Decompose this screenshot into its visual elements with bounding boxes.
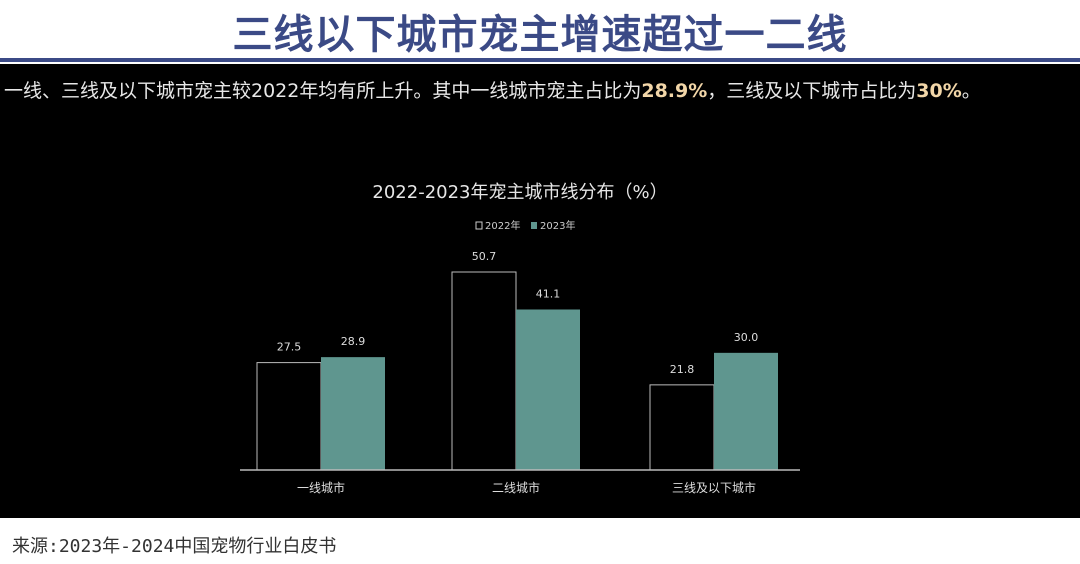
legend-label-2023: 2023年 — [540, 219, 575, 232]
x-tick-label: 三线及以下城市 — [672, 480, 756, 495]
data-label: 28.9 — [341, 335, 366, 348]
summary-part: 。 — [961, 80, 981, 102]
summary-part: 一线、三线及以下城市宠主较2022年均有所上升。其中一线城市宠主占比为 — [4, 80, 642, 102]
x-tick-label: 二线城市 — [492, 480, 540, 495]
page-title: 三线以下城市宠主增速超过一二线 — [232, 12, 848, 58]
source-note: 来源:2023年-2024中国宠物行业白皮书 — [12, 536, 337, 557]
bar-2023年-二线城市 — [516, 309, 580, 470]
summary-text: 一线、三线及以下城市宠主较2022年均有所上升。其中一线城市宠主占比为28.9%… — [4, 76, 981, 103]
bar-2022年-三线及以下城市 — [649, 384, 715, 471]
bar-2023年-三线及以下城市 — [714, 352, 778, 470]
data-label: 50.7 — [472, 250, 497, 263]
summary-highlight: 28.9% — [641, 80, 708, 102]
title-divider — [0, 58, 1080, 62]
legend-label-2022: 2022年 — [485, 219, 520, 232]
bar-2022年-二线城市 — [451, 271, 517, 471]
legend-swatch-2022 — [475, 221, 483, 230]
summary-part: ，三线及以下城市占比为 — [707, 80, 917, 102]
bar-2022年-一线城市 — [256, 362, 322, 471]
data-label: 21.8 — [670, 363, 695, 376]
x-tick-label: 一线城市 — [297, 480, 345, 495]
data-label: 41.1 — [536, 287, 561, 300]
chart-title: 2022-2023年宠主城市线分布（%） — [372, 182, 667, 203]
bar-2023年-一线城市 — [321, 357, 385, 470]
summary-highlight: 30% — [916, 80, 962, 102]
legend: 2022年 2023年 — [475, 219, 575, 232]
legend-swatch-2023 — [531, 222, 537, 229]
data-label: 27.5 — [277, 341, 302, 354]
data-label: 30.0 — [734, 331, 759, 344]
